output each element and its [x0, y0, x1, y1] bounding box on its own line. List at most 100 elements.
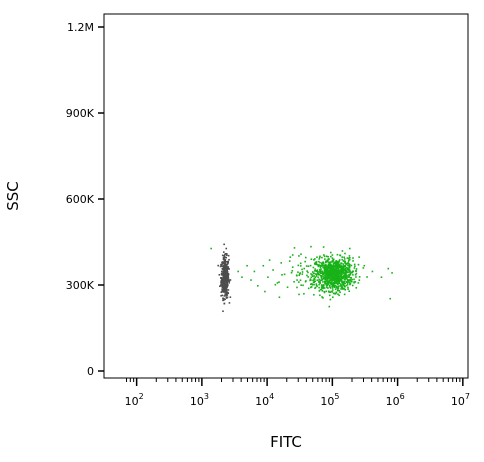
data-point — [348, 255, 351, 257]
data-point — [353, 281, 355, 284]
data-point — [334, 272, 337, 275]
data-point — [221, 254, 224, 257]
data-point — [332, 265, 335, 268]
data-point — [346, 262, 349, 265]
data-point — [332, 273, 334, 276]
data-point — [328, 272, 331, 274]
data-point — [337, 278, 340, 281]
points-layer — [210, 243, 393, 313]
data-point — [227, 289, 230, 291]
data-point — [352, 274, 354, 276]
data-point — [327, 259, 330, 261]
data-point — [322, 284, 325, 287]
data-point — [229, 279, 232, 281]
data-point — [224, 288, 226, 291]
data-point — [344, 269, 347, 272]
data-point — [314, 268, 316, 270]
data-point — [350, 264, 353, 267]
data-point — [335, 279, 338, 281]
data-point — [331, 261, 334, 263]
data-point — [362, 267, 365, 269]
data-point — [228, 258, 230, 261]
data-point — [221, 274, 223, 276]
data-point — [318, 258, 321, 260]
data-point — [320, 270, 323, 272]
data-point — [315, 284, 318, 287]
data-point — [318, 283, 320, 286]
data-point — [326, 274, 328, 277]
data-point — [320, 288, 323, 291]
data-point — [253, 270, 256, 273]
data-point — [218, 274, 221, 276]
data-point — [301, 268, 303, 271]
data-point — [223, 295, 226, 297]
data-point — [334, 275, 337, 278]
data-point — [321, 256, 323, 259]
data-point — [336, 269, 339, 272]
data-point — [340, 286, 343, 289]
data-point — [338, 281, 340, 284]
data-point — [349, 282, 352, 285]
x-tick-base: 10 — [320, 395, 334, 408]
data-point — [331, 260, 334, 262]
data-point — [300, 284, 302, 286]
data-point — [226, 268, 228, 270]
data-point — [241, 276, 243, 278]
data-point — [332, 263, 335, 265]
data-point — [321, 287, 323, 290]
data-point — [313, 272, 315, 275]
data-point — [226, 275, 229, 278]
data-point — [324, 260, 327, 263]
data-point — [223, 278, 226, 280]
data-point — [329, 291, 332, 293]
data-point — [328, 284, 331, 287]
data-point — [331, 257, 334, 259]
data-point — [262, 264, 265, 267]
data-point — [291, 266, 294, 268]
data-point — [345, 276, 348, 279]
data-point — [327, 287, 329, 289]
data-point — [224, 273, 227, 276]
data-point — [310, 273, 312, 275]
data-point — [219, 285, 221, 288]
data-point — [327, 283, 330, 285]
data-point — [307, 287, 310, 290]
data-point — [223, 282, 226, 285]
data-point — [225, 261, 228, 263]
data-point — [343, 288, 346, 290]
data-point — [348, 269, 350, 272]
data-point — [224, 291, 227, 293]
data-point — [309, 279, 311, 282]
data-point — [344, 275, 347, 278]
data-point — [333, 286, 336, 289]
data-point — [325, 255, 328, 258]
data-point — [334, 282, 336, 285]
data-point — [301, 271, 304, 273]
data-point — [298, 281, 300, 283]
data-point — [338, 282, 341, 285]
data-point — [344, 268, 346, 271]
data-point — [344, 265, 346, 268]
data-point — [331, 277, 334, 279]
data-point — [227, 266, 230, 268]
data-point — [334, 281, 336, 284]
data-point — [342, 276, 344, 279]
data-point — [333, 269, 336, 272]
data-point — [343, 275, 345, 277]
data-point — [341, 258, 344, 261]
data-point — [264, 290, 266, 293]
data-point — [339, 279, 341, 282]
data-point — [344, 260, 346, 262]
x-tick-base: 10 — [125, 395, 139, 408]
x-tick-exponent: 3 — [204, 392, 209, 401]
data-point — [332, 258, 335, 261]
data-point — [347, 268, 349, 270]
data-point — [328, 294, 331, 297]
data-point — [343, 258, 346, 260]
data-point — [340, 284, 342, 286]
data-point — [272, 269, 274, 271]
data-point — [358, 256, 360, 258]
data-point — [344, 288, 347, 291]
data-point — [310, 283, 312, 286]
data-point — [314, 263, 316, 265]
